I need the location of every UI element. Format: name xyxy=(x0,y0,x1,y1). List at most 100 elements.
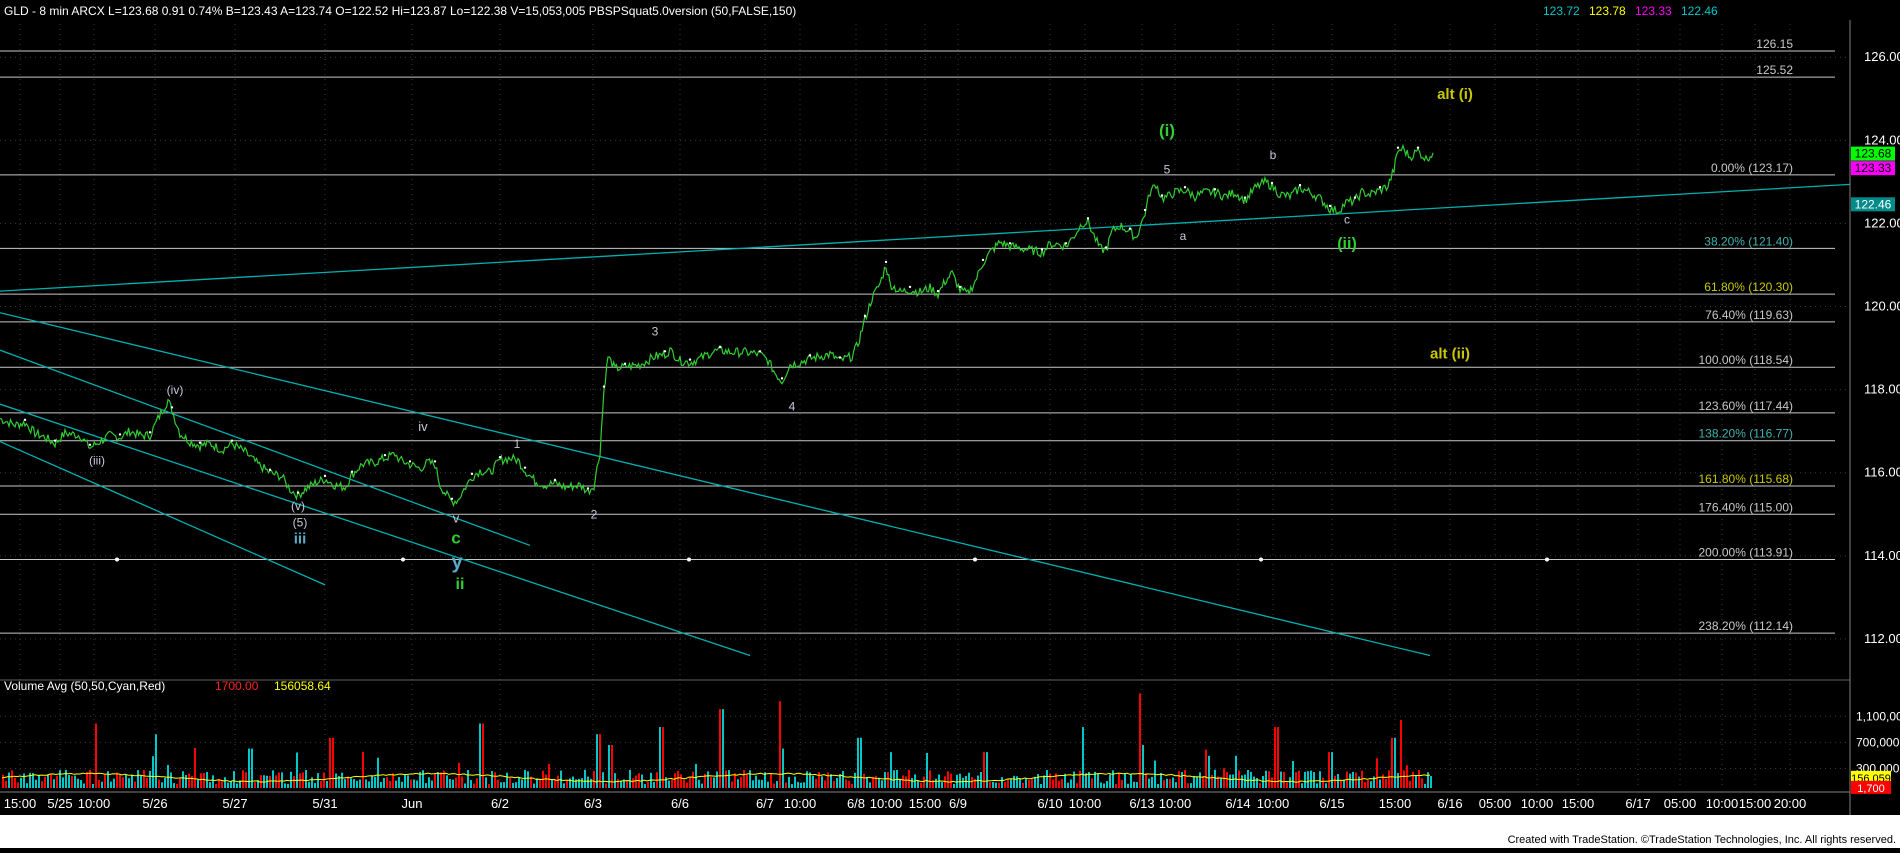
volume-bar xyxy=(944,776,946,788)
volume-bar xyxy=(398,777,400,788)
volume-bar xyxy=(269,775,271,788)
fib-level-label: 125.52 xyxy=(1756,63,1793,77)
fib-level-label: 100.00% (118.54) xyxy=(1698,353,1793,367)
pivot-marker xyxy=(553,478,557,482)
volume-bar xyxy=(788,776,790,788)
volume-bar xyxy=(311,777,313,788)
volume-bar xyxy=(278,772,280,788)
pivot-marker xyxy=(1086,217,1090,220)
volume-bar xyxy=(833,781,835,788)
wave-label: a xyxy=(1180,229,1187,243)
volume-bar xyxy=(932,779,934,788)
pivot-marker xyxy=(1270,181,1274,185)
pivot-marker xyxy=(1243,196,1247,199)
volume-bar xyxy=(77,778,79,788)
volume-bar xyxy=(926,752,928,788)
volume-bar xyxy=(173,783,175,788)
time-tick-label: 6/9 xyxy=(949,796,967,811)
volume-bar xyxy=(284,783,286,788)
volume-bar xyxy=(1094,771,1096,788)
volume-bar xyxy=(569,778,571,788)
volume-bar xyxy=(737,779,739,788)
time-tick-label: 6/8 xyxy=(847,796,865,811)
volume-bar xyxy=(716,771,718,788)
volume-bar xyxy=(356,780,358,788)
price-tick-label: 122.00 xyxy=(1864,215,1900,230)
pivot-marker xyxy=(863,314,867,318)
volume-bar xyxy=(965,775,967,788)
volume-bar xyxy=(110,781,112,788)
time-tick-label: 6/13 xyxy=(1129,796,1154,811)
volume-bar xyxy=(857,737,859,788)
wave-label: 5 xyxy=(1164,163,1171,177)
pivot-marker xyxy=(450,497,454,501)
volume-bar xyxy=(248,748,250,788)
time-tick-label: 20:00 xyxy=(1774,796,1807,811)
volume-bar xyxy=(1103,783,1105,788)
volume-bar xyxy=(401,781,403,788)
volume-bar xyxy=(419,771,421,788)
volume-bar xyxy=(479,723,481,788)
wave-label: c xyxy=(451,528,460,547)
volume-bar xyxy=(1298,770,1300,788)
fib-dot xyxy=(973,557,977,562)
volume-bar xyxy=(1328,752,1330,788)
volume-bar xyxy=(515,782,517,788)
volume-bar xyxy=(1343,779,1345,788)
pivot-marker xyxy=(780,377,784,380)
fib-level-label: 123.60% (117.44) xyxy=(1698,399,1793,413)
volume-bar xyxy=(1010,779,1012,788)
volume-bar xyxy=(458,762,460,788)
time-tick-label: 6/14 xyxy=(1225,796,1250,811)
volume-bar xyxy=(1277,727,1279,788)
volume-bar xyxy=(1289,777,1291,788)
volume-bar xyxy=(911,778,913,788)
volume-bar xyxy=(98,779,100,788)
volume-bar xyxy=(977,775,979,788)
volume-bar xyxy=(548,763,550,788)
volume-bar xyxy=(254,782,256,788)
volume-bar xyxy=(1307,771,1309,788)
volume-bar xyxy=(1043,775,1045,788)
volume-bar xyxy=(1151,776,1153,788)
volume-bar xyxy=(1202,775,1204,788)
volume-bar xyxy=(1061,779,1063,788)
pivot-marker xyxy=(198,441,202,444)
axes-layer: 112.00 114.00 116.00 118.00 120.00 122.00 124.… xyxy=(0,20,1900,848)
volume-bar xyxy=(353,779,355,788)
pivot-marker xyxy=(433,460,437,463)
volume-bar xyxy=(785,782,787,788)
wave-label: iii xyxy=(294,530,307,547)
pivot-marker xyxy=(148,431,152,434)
volume-bar xyxy=(1178,771,1180,788)
volume-bar xyxy=(1031,779,1033,788)
volume-bar xyxy=(344,779,346,788)
volume-bar xyxy=(1349,773,1351,788)
volume-bar xyxy=(1022,782,1024,788)
volume-bar xyxy=(1364,782,1366,788)
volume-bar xyxy=(125,774,127,788)
volume-bar xyxy=(176,783,178,788)
volume-bar xyxy=(812,775,814,788)
volume-bar xyxy=(185,775,187,788)
volume-bar xyxy=(152,756,154,788)
volume-bar xyxy=(389,780,391,788)
volume-bar xyxy=(1055,773,1057,788)
pivot-marker xyxy=(663,350,667,353)
volume-bar xyxy=(1421,778,1423,788)
volume-bar xyxy=(1046,770,1048,788)
wave-label: (ii) xyxy=(1337,235,1357,252)
volume-bar xyxy=(629,769,631,788)
price-tick-label: 116.00 xyxy=(1864,465,1900,480)
volume-bar xyxy=(332,737,334,788)
volume-bar xyxy=(8,772,10,788)
wave-label: c xyxy=(1344,212,1350,226)
volume-bar xyxy=(1121,779,1123,788)
time-tick-label: 10:00 xyxy=(870,796,903,811)
volume-bar xyxy=(953,783,955,788)
volume-bar xyxy=(1379,779,1381,788)
volume-bar xyxy=(824,780,826,788)
time-tick-label: 6/17 xyxy=(1625,796,1650,811)
volume-bar xyxy=(1148,778,1150,788)
